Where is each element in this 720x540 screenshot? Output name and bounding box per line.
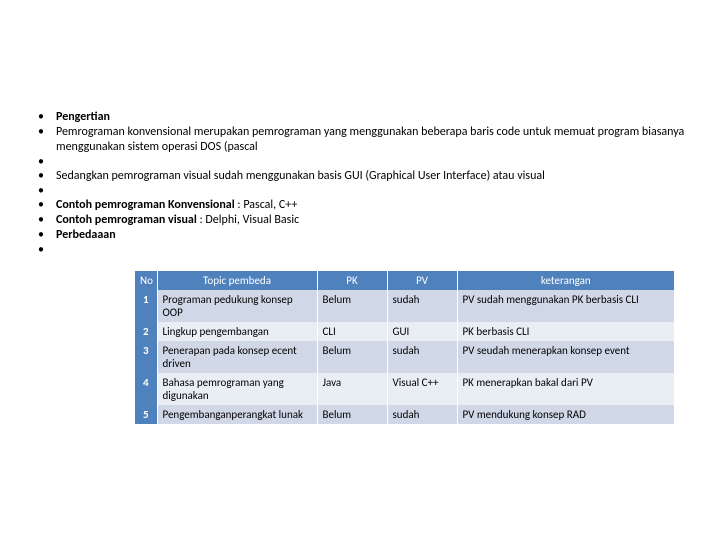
bullet-definisi-visual: Sedangkan pemrograman visual sudah mengg… (30, 169, 690, 184)
cell-ket: PV sudah menggunakan PK berbasis CLI (457, 290, 675, 322)
bullet-spacer (30, 155, 690, 169)
cell-no: 1 (135, 290, 157, 322)
bullet-text: Pemrograman konvensional merupakan pemro… (56, 125, 684, 154)
cell-no: 3 (135, 341, 157, 373)
col-pk: PK (317, 271, 387, 290)
cell-ket: PK berbasis CLI (457, 322, 675, 341)
cell-pv: Visual C++ (387, 373, 457, 405)
cell-topic: Pengembanganperangkat lunak (157, 405, 317, 424)
bullet-text: Pengertian (56, 110, 110, 124)
table-header-row: No Topic pembeda PK PV keterangan (135, 271, 675, 290)
col-no: No (135, 271, 157, 290)
cell-topic: Penerapan pada konsep ecent driven (157, 341, 317, 373)
cell-pv: sudah (387, 405, 457, 424)
cell-pk: Belum (317, 341, 387, 373)
cell-ket: PV seudah menerapkan konsep event (457, 341, 675, 373)
cell-topic: Bahasa pemrograman yang digunakan (157, 373, 317, 405)
bullet-contoh-konvensional: Contoh pemrograman Konvensional : Pascal… (30, 198, 690, 213)
cell-topic: Lingkup pengembangan (157, 322, 317, 341)
cell-pk: CLI (317, 322, 387, 341)
cell-pv: sudah (387, 341, 457, 373)
cell-no: 4 (135, 373, 157, 405)
table-row: 5 Pengembanganperangkat lunak Belum suda… (135, 405, 675, 424)
cell-pv: GUI (387, 322, 457, 341)
bullet-perbedaan: Perbedaaan (30, 228, 690, 243)
table-row: 3 Penerapan pada konsep ecent driven Bel… (135, 341, 675, 373)
bullet-contoh-visual: Contoh pemrograman visual : Delphi, Visu… (30, 213, 690, 228)
comparison-table-wrap: No Topic pembeda PK PV keterangan 1 Prog… (135, 271, 675, 424)
cell-no: 5 (135, 405, 157, 424)
bullet-text-bold: Contoh pemrograman visual (56, 213, 197, 227)
col-ket: keterangan (457, 271, 675, 290)
cell-no: 2 (135, 322, 157, 341)
cell-pv: sudah (387, 290, 457, 322)
bullet-list: Pengertian Pemrograman konvensional meru… (30, 110, 690, 257)
bullet-text: : Pascal, C++ (235, 198, 298, 212)
cell-topic: Programan pedukung konsep OOP (157, 290, 317, 322)
table-row: 2 Lingkup pengembangan CLI GUI PK berbas… (135, 322, 675, 341)
table-row: 4 Bahasa pemrograman yang digunakan Java… (135, 373, 675, 405)
bullet-pengertian: Pengertian (30, 110, 690, 125)
bullet-spacer (30, 243, 690, 257)
bullet-text: : Delphi, Visual Basic (197, 213, 299, 227)
slide: Pengertian Pemrograman konvensional meru… (0, 0, 720, 444)
cell-pk: Belum (317, 290, 387, 322)
table-row: 1 Programan pedukung konsep OOP Belum su… (135, 290, 675, 322)
cell-ket: PK menerapkan bakal dari PV (457, 373, 675, 405)
cell-pk: Java (317, 373, 387, 405)
bullet-spacer (30, 184, 690, 198)
bullet-text: Sedangkan pemrograman visual sudah mengg… (56, 169, 545, 183)
bullet-definisi-konvensional: Pemrograman konvensional merupakan pemro… (30, 125, 690, 155)
col-pv: PV (387, 271, 457, 290)
cell-ket: PV mendukung konsep RAD (457, 405, 675, 424)
bullet-text: Perbedaaan (56, 228, 116, 242)
comparison-table: No Topic pembeda PK PV keterangan 1 Prog… (135, 271, 675, 424)
col-topic: Topic pembeda (157, 271, 317, 290)
bullet-text-bold: Contoh pemrograman Konvensional (56, 198, 235, 212)
cell-pk: Belum (317, 405, 387, 424)
